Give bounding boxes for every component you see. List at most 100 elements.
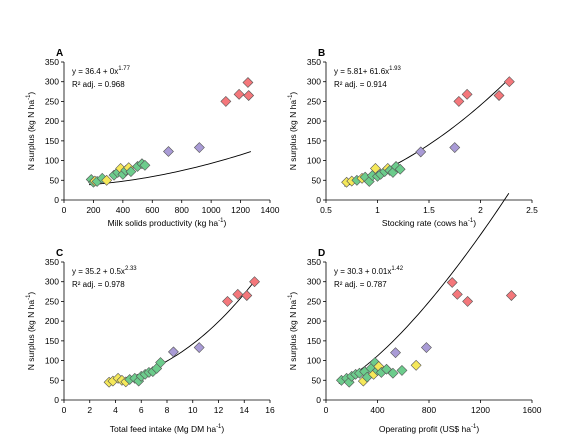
y-tick-label: 50 <box>50 175 60 185</box>
data-point-yellow <box>410 359 422 371</box>
y-tick-label: 150 <box>45 136 59 146</box>
y-tick-label: 200 <box>45 316 59 326</box>
data-point-red <box>233 88 245 100</box>
x-tick-label: 2 <box>87 405 92 415</box>
y-tick-label: 200 <box>307 316 321 326</box>
y-tick-label: 150 <box>307 136 321 146</box>
y-tick-label: 0 <box>54 195 59 205</box>
data-point-red <box>453 96 465 107</box>
fit-curve <box>88 151 252 186</box>
panel-label: C <box>56 248 63 259</box>
y-tick-label: 100 <box>45 356 59 366</box>
y-tick-label: 300 <box>307 277 321 287</box>
data-point-red <box>505 290 517 301</box>
x-tick-label: 800 <box>175 205 189 215</box>
data-point-red <box>222 296 233 307</box>
y-tick-label: 150 <box>45 336 59 346</box>
x-axis-title: Total feed intake (Mg DM ha-1) <box>110 424 225 434</box>
panel-a: A 0 50 100 150 200 250 300 350 0 200 400 600 800 1000 1… <box>26 48 280 228</box>
y-tick-label: 0 <box>54 395 59 405</box>
y-axis-title: N surplus (kg N ha-1) <box>26 92 36 171</box>
data-point-red <box>232 288 244 300</box>
y-tick-label: 350 <box>45 57 59 67</box>
x-tick-label: 400 <box>370 405 384 415</box>
x-tick-label: 1000 <box>202 205 221 215</box>
data-point-red <box>220 96 232 107</box>
x-tick-label: 14 <box>240 405 250 415</box>
x-tick-label: 10 <box>188 405 198 415</box>
x-tick-label: 1200 <box>231 205 250 215</box>
x-tick-label: 8 <box>165 405 170 415</box>
data-point-green <box>394 163 406 175</box>
x-tick-label: 200 <box>86 205 100 215</box>
panel-c: C 0 50 100 150 200 250 300 350 0 2 4 6 8 10 12 14 16 Total… <box>26 248 275 434</box>
y-tick-label: 300 <box>45 77 59 87</box>
y-axis-title: N surplus (kg N ha-1) <box>288 92 298 171</box>
x-tick-label: 0 <box>62 205 67 215</box>
x-axis-title: Operating profit (US$ ha-1) <box>379 424 479 434</box>
r-squared-label: R² adj. = 0.787 <box>334 280 387 289</box>
data-point-red <box>461 88 473 100</box>
y-tick-label: 300 <box>45 277 59 287</box>
data-point-purple <box>168 346 179 358</box>
x-axis-title: Stocking rate (cows ha-1) <box>382 218 476 228</box>
y-tick-label: 150 <box>307 336 321 346</box>
y-tick-label: 350 <box>307 257 321 267</box>
x-tick-label: 12 <box>214 405 224 415</box>
y-tick-label: 200 <box>307 116 321 126</box>
y-tick-label: 350 <box>45 257 59 267</box>
x-tick-label: 800 <box>422 405 436 415</box>
data-point-green <box>387 367 399 379</box>
data-point-green <box>155 357 166 368</box>
y-tick-label: 50 <box>50 375 60 385</box>
data-point-green <box>139 159 151 171</box>
y-tick-label: 0 <box>316 195 321 205</box>
r-squared-label: R² adj. = 0.978 <box>72 280 125 289</box>
y-tick-label: 0 <box>316 395 321 405</box>
data-point-red <box>242 77 254 88</box>
x-tick-label: 1400 <box>261 205 280 215</box>
data-point-green <box>396 365 408 376</box>
panel-b: B 0 50 100 150 200 250 300 350 0.5 1 1.5 2 2.5 Stockin… <box>288 48 538 228</box>
data-point-red <box>249 276 260 288</box>
y-tick-label: 250 <box>307 96 321 106</box>
fit-curve <box>338 193 510 384</box>
x-tick-label: 4 <box>113 405 118 415</box>
y-tick-label: 100 <box>307 356 321 366</box>
fit-equation: y = 30.3 + 0.01x1.42 <box>334 266 404 276</box>
x-tick-label: 2.5 <box>526 205 538 215</box>
y-tick-label: 250 <box>45 96 59 106</box>
y-tick-label: 250 <box>307 296 321 306</box>
data-point-red <box>243 90 255 101</box>
panel-label: D <box>318 248 325 259</box>
x-tick-label: 1 <box>375 205 380 215</box>
x-tick-label: 2 <box>478 205 483 215</box>
data-point-red <box>451 288 463 300</box>
x-tick-label: 1200 <box>471 405 490 415</box>
fit-curve <box>344 78 510 187</box>
data-point-purple <box>415 146 427 158</box>
data-point-purple <box>449 142 461 153</box>
data-point-yellow <box>101 174 113 186</box>
x-tick-label: 16 <box>265 405 275 415</box>
data-point-purple <box>193 142 205 153</box>
data-point-red <box>446 277 458 288</box>
x-tick-label: 0.5 <box>320 205 332 215</box>
data-point-purple <box>193 342 205 353</box>
x-tick-label: 6 <box>139 405 144 415</box>
y-tick-label: 100 <box>45 156 59 166</box>
x-tick-label: 0 <box>62 405 67 415</box>
data-point-purple <box>163 146 174 157</box>
x-tick-label: 400 <box>116 205 130 215</box>
x-tick-label: 1.5 <box>423 205 435 215</box>
y-axis-title: N surplus (kg N ha-1) <box>288 292 298 371</box>
x-tick-label: 1600 <box>523 405 542 415</box>
y-axis-title: N surplus (kg N ha-1) <box>26 292 36 371</box>
y-tick-label: 100 <box>307 156 321 166</box>
x-tick-label: 600 <box>145 205 159 215</box>
y-tick-label: 350 <box>307 57 321 67</box>
data-point-green <box>125 166 137 178</box>
data-point-purple <box>421 342 432 353</box>
y-tick-label: 50 <box>312 175 322 185</box>
